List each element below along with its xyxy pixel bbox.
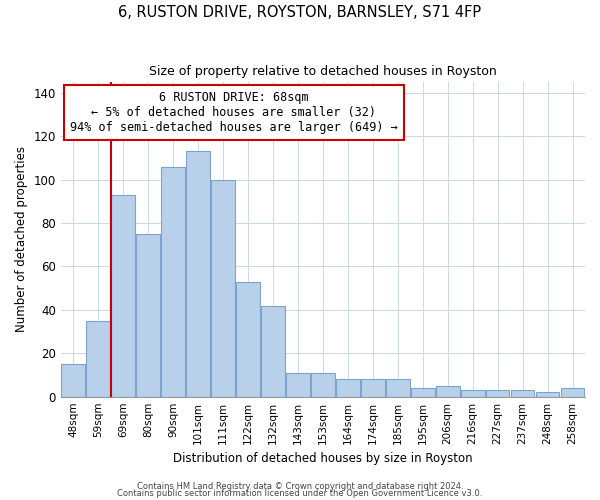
Bar (161, 166, 185, 396)
Bar (186, 152, 210, 396)
Bar (511, 390, 535, 396)
Bar (361, 380, 385, 396)
Bar (311, 373, 335, 396)
Bar (136, 234, 160, 396)
Text: 6, RUSTON DRIVE, ROYSTON, BARNSLEY, S71 4FP: 6, RUSTON DRIVE, ROYSTON, BARNSLEY, S71 … (118, 5, 482, 20)
Bar (261, 306, 285, 396)
Bar (211, 180, 235, 396)
Text: Contains HM Land Registry data © Crown copyright and database right 2024.: Contains HM Land Registry data © Crown c… (137, 482, 463, 491)
Text: Contains public sector information licensed under the Open Government Licence v3: Contains public sector information licen… (118, 490, 482, 498)
Bar (536, 392, 559, 396)
Bar (560, 388, 584, 396)
Text: 6 RUSTON DRIVE: 68sqm
← 5% of detached houses are smaller (32)
94% of semi-detac: 6 RUSTON DRIVE: 68sqm ← 5% of detached h… (70, 92, 398, 134)
Bar (61, 364, 85, 396)
Y-axis label: Number of detached properties: Number of detached properties (15, 146, 28, 332)
Title: Size of property relative to detached houses in Royston: Size of property relative to detached ho… (149, 65, 497, 78)
Bar (336, 380, 360, 396)
Bar (411, 388, 434, 396)
Bar (436, 386, 460, 396)
Bar (112, 195, 135, 396)
Bar (386, 380, 410, 396)
Bar (461, 390, 485, 396)
Bar (486, 390, 509, 396)
Bar (286, 373, 310, 396)
Bar (236, 282, 260, 397)
X-axis label: Distribution of detached houses by size in Royston: Distribution of detached houses by size … (173, 452, 473, 465)
Bar (86, 320, 110, 396)
